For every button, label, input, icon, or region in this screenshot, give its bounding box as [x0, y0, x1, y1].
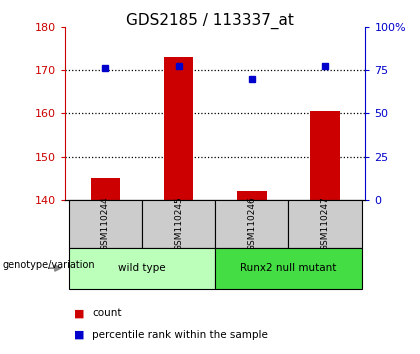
Text: GSM110244: GSM110244 — [101, 196, 110, 251]
FancyBboxPatch shape — [142, 200, 215, 248]
FancyBboxPatch shape — [289, 200, 362, 248]
FancyBboxPatch shape — [69, 200, 142, 248]
Bar — [310, 111, 340, 200]
Text: GSM110247: GSM110247 — [320, 196, 330, 251]
Text: ■: ■ — [74, 308, 84, 318]
FancyBboxPatch shape — [69, 248, 215, 289]
Text: wild type: wild type — [118, 263, 166, 273]
Text: genotype/variation: genotype/variation — [2, 259, 95, 270]
Text: GSM110246: GSM110246 — [247, 196, 256, 251]
Text: GDS2185 / 113337_at: GDS2185 / 113337_at — [126, 12, 294, 29]
Text: Runx2 null mutant: Runx2 null mutant — [240, 263, 337, 273]
Bar — [91, 178, 120, 200]
Bar — [164, 57, 193, 200]
FancyBboxPatch shape — [215, 248, 362, 289]
Bar — [237, 191, 267, 200]
Text: GSM110245: GSM110245 — [174, 196, 183, 251]
Text: count: count — [92, 308, 122, 318]
Text: ■: ■ — [74, 330, 84, 339]
Text: percentile rank within the sample: percentile rank within the sample — [92, 330, 268, 339]
FancyBboxPatch shape — [215, 200, 289, 248]
